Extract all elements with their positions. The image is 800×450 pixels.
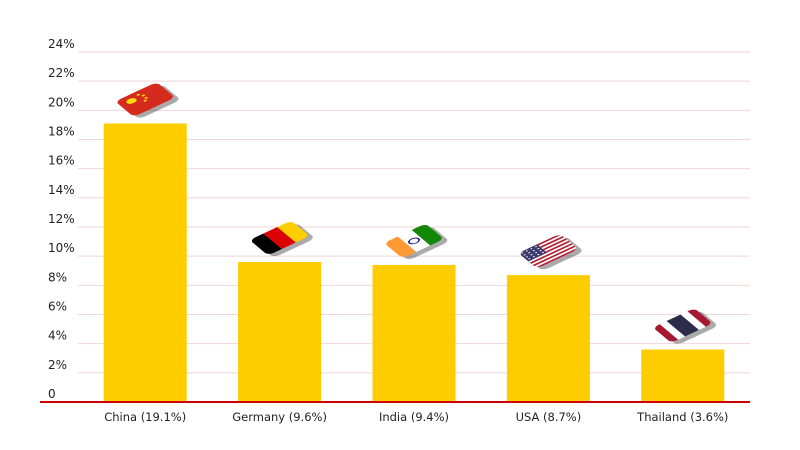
usa-flag-icon	[518, 233, 582, 270]
category-label: USA (8.7%)	[516, 410, 582, 424]
y-tick-label: 4%	[48, 329, 67, 343]
bar-2	[372, 264, 456, 402]
y-tick-label: 8%	[48, 270, 67, 284]
thailand-flag-icon	[652, 307, 717, 344]
germany-flag-icon	[249, 220, 313, 257]
y-tick-label: 20%	[48, 95, 75, 109]
china-flag-icon	[115, 81, 179, 118]
bar-4	[641, 349, 725, 402]
y-tick-label: 10%	[48, 241, 75, 255]
india-flag-icon	[383, 223, 448, 260]
y-tick-label: 2%	[48, 358, 67, 372]
y-tick-label: 24%	[48, 37, 75, 51]
category-label: India (9.4%)	[379, 410, 449, 424]
y-tick-label: 0	[48, 387, 56, 401]
y-tick-label: 12%	[48, 212, 75, 226]
gridlines	[78, 51, 750, 374]
bar-1	[238, 262, 322, 402]
bar-0	[103, 123, 187, 402]
y-tick-label: 22%	[48, 66, 75, 80]
bar-3	[506, 275, 590, 402]
bars	[103, 123, 725, 402]
category-label: Germany (9.6%)	[232, 410, 327, 424]
y-axis-tick-labels: 0 2% 4% 6% 8% 10% 12% 14% 16% 18% 20% 22% 24%	[48, 37, 75, 401]
y-tick-label: 18%	[48, 125, 75, 139]
y-tick-label: 6%	[48, 300, 67, 314]
category-label: Thailand (3.6%)	[636, 410, 728, 424]
category-label: China (19.1%)	[104, 410, 186, 424]
y-tick-label: 16%	[48, 154, 75, 168]
flags	[115, 81, 717, 344]
category-labels: China (19.1%) Germany (9.6%) India (9.4%) U…	[104, 410, 728, 424]
y-tick-label: 14%	[48, 183, 75, 197]
